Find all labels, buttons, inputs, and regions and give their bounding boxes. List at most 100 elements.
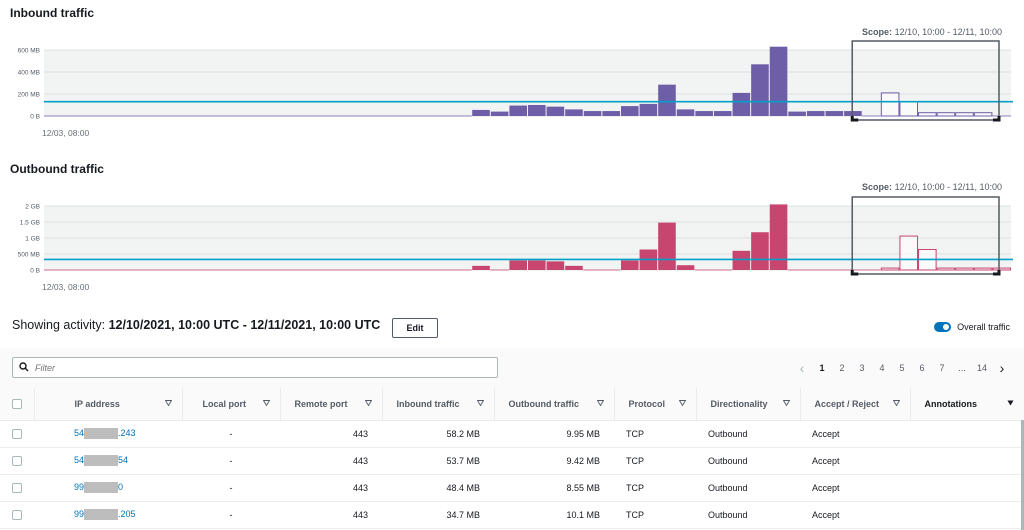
outbound-scope-handle-left[interactable] (850, 270, 859, 276)
cell (0, 420, 34, 447)
redacted-block (84, 482, 119, 494)
table-row[interactable]: 54 54 - 443 53.7 MB 9.42 MB TCP Outbound Accept (0, 447, 1024, 474)
sort-icon (262, 400, 270, 406)
inbound-bar[interactable] (695, 111, 713, 116)
inbound-bar[interactable] (732, 92, 751, 116)
inbound-bar[interactable] (639, 103, 658, 116)
sort-icon (892, 400, 900, 406)
inbound-bar[interactable] (509, 105, 527, 116)
page-6-button[interactable]: 6 (919, 363, 925, 373)
outbound-traffic-chart[interactable]: 2 GB 1.5 GB 1 GB 500 MB 0 B12/03, 08:00 (0, 194, 1024, 300)
ip-address-link[interactable]: 54 .243 (40, 427, 136, 440)
inbound-bar[interactable] (676, 109, 695, 116)
inbound-bar[interactable] (713, 111, 732, 116)
row-checkbox[interactable] (12, 509, 22, 520)
scrollbar[interactable] (1021, 420, 1024, 530)
inbound-plot-area (44, 50, 1011, 116)
outbound-bar[interactable] (899, 235, 919, 271)
outbound-bar[interactable] (658, 222, 676, 270)
outbound-bar[interactable] (955, 267, 974, 271)
column-remote-port[interactable]: Remote port (280, 388, 383, 420)
outbound-bar[interactable] (732, 250, 751, 270)
outbound-bar[interactable] (676, 265, 695, 270)
outbound-scope-handle-right[interactable] (993, 270, 1001, 276)
cell (0, 474, 34, 501)
outbound-bar[interactable] (546, 261, 565, 270)
column-outbound-traffic[interactable]: Outbound traffic (494, 388, 615, 420)
inbound-bar[interactable] (955, 112, 974, 117)
page-4-button[interactable]: 4 (879, 363, 885, 373)
inbound-bar[interactable] (565, 109, 583, 116)
row-checkbox[interactable] (12, 428, 22, 439)
inbound-bar[interactable] (806, 111, 825, 116)
outbound-bar[interactable] (620, 260, 639, 270)
ip-prefix: 54 (74, 427, 85, 438)
protocol-cell: TCP (626, 455, 644, 466)
column-local-port[interactable]: Local port (182, 388, 281, 420)
page-3-button[interactable]: 3 (859, 363, 865, 373)
outbound-bar[interactable] (992, 267, 1012, 271)
ip-address-link[interactable]: 99 0 (40, 482, 123, 494)
page-14-button[interactable]: 14 (976, 363, 987, 373)
outbound-bar[interactable] (936, 267, 956, 271)
inbound-bar[interactable] (788, 111, 806, 116)
previous-page-button[interactable]: ‹ (799, 360, 805, 376)
column-inbound-traffic[interactable]: Inbound traffic (382, 388, 495, 420)
inbound-traffic-chart[interactable]: 600 MB 400 MB 200 MB 0 B12/03, 08:00 (0, 38, 1024, 143)
select-all-checkbox[interactable] (11, 399, 22, 410)
table-row[interactable]: 54 .243 - 443 58.2 MB 9.95 MB TCP Outbound Accep… (0, 420, 1024, 447)
outbound-scope-selection[interactable] (851, 196, 1000, 275)
inbound-bar[interactable] (899, 101, 919, 117)
row-checkbox[interactable] (12, 482, 22, 493)
page-1-button[interactable]: 1 (819, 363, 825, 373)
annotations-cell (910, 420, 1024, 447)
inbound-bar[interactable] (751, 64, 769, 116)
inbound-bar[interactable] (490, 111, 509, 116)
inbound-bar[interactable] (602, 111, 620, 116)
outbound-bar[interactable] (769, 204, 788, 270)
inbound-scope-handle-right[interactable] (993, 116, 1001, 122)
remote-port-cell: 443 (352, 509, 368, 520)
column-annotations[interactable]: Annotations (910, 388, 1024, 420)
table-row[interactable]: 99 .205 - 443 34.7 MB 10.1 MB TCP Outbound Accep… (0, 501, 1024, 528)
inbound-bar[interactable] (472, 109, 490, 116)
inbound-bar[interactable] (973, 112, 993, 117)
inbound-bar[interactable] (936, 112, 956, 117)
outbound-bar[interactable] (472, 265, 490, 270)
inbound-scope-selection[interactable] (851, 40, 1000, 121)
inbound-bar[interactable] (620, 106, 639, 116)
inbound-scope-handle-left[interactable] (850, 116, 859, 122)
inbound-bar[interactable] (769, 46, 788, 117)
outbound-bar[interactable] (528, 260, 546, 270)
ip-address-link[interactable]: 99 .205 (40, 509, 136, 521)
inbound-bar[interactable] (528, 105, 546, 116)
outbound-bar[interactable] (880, 267, 900, 271)
outbound-bar[interactable] (565, 265, 583, 270)
edit-button[interactable]: Edit (392, 318, 438, 338)
page-7-button[interactable]: 7 (939, 363, 945, 373)
overall-traffic-toggle[interactable] (934, 322, 952, 332)
page-2-button[interactable]: 2 (839, 363, 845, 373)
redacted-block (84, 428, 119, 440)
column-protocol[interactable]: Protocol (614, 388, 697, 420)
accept-reject-cell: Accept (812, 482, 840, 493)
next-page-button[interactable]: › (999, 360, 1005, 376)
inbound-bar[interactable] (918, 112, 937, 117)
inbound-y-tick-label: 600 MB (18, 48, 40, 55)
page-5-button[interactable]: 5 (899, 363, 905, 373)
column-directionality[interactable]: Directionality (696, 388, 801, 420)
ip-address-link[interactable]: 54 54 (40, 455, 128, 467)
outbound-bar[interactable] (751, 232, 769, 270)
inbound-bar[interactable] (583, 111, 602, 116)
column-accept-reject[interactable]: Accept / Reject (800, 388, 911, 420)
row-checkbox[interactable] (12, 455, 22, 466)
column-ip-address[interactable]: IP address (34, 388, 183, 420)
inbound-bar[interactable] (546, 106, 565, 116)
inbound-bar[interactable] (825, 111, 844, 116)
outbound-bar[interactable] (509, 260, 527, 270)
filter-input[interactable] (12, 357, 498, 378)
table-row[interactable]: 99 0 - 443 48.4 MB 8.55 MB TCP Outbound Accept (0, 474, 1024, 501)
inbound-bar[interactable] (880, 92, 900, 117)
inbound-bar[interactable] (658, 84, 676, 116)
outbound-bar[interactable] (973, 267, 993, 271)
